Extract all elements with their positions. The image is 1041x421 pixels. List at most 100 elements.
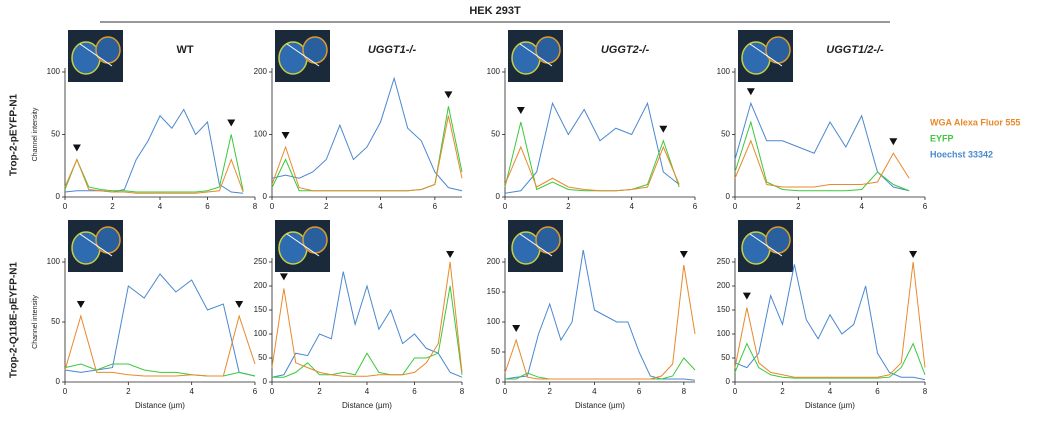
x-tick-label: 2: [324, 202, 329, 211]
peak-arrow: [72, 144, 81, 152]
panel-title: UGGT1-/-: [368, 44, 417, 56]
y-tick-label: 150: [717, 305, 731, 314]
x-tick-label: 2: [110, 202, 115, 211]
peak-arrow: [889, 138, 898, 146]
intensity-line: [734, 261, 926, 378]
y-tick-label: 0: [263, 192, 268, 201]
panel-title: WT: [176, 44, 193, 56]
legend-entry: EYFP: [930, 133, 954, 143]
intensity-line: [504, 264, 696, 380]
micrograph-line: [749, 43, 783, 67]
y-axis-label: Channel intensity: [32, 107, 39, 161]
y-tick-label: 100: [254, 329, 268, 338]
y-tick-label: 50: [258, 353, 267, 362]
y-tick-label: 100: [487, 317, 501, 326]
intensity-line: [504, 121, 680, 192]
y-tick-label: 0: [56, 377, 61, 386]
micrograph-nucleus: [765, 226, 791, 254]
x-tick-label: 8: [923, 387, 928, 396]
peak-arrow: [516, 107, 525, 114]
y-tick-label: 0: [263, 377, 268, 386]
x-tick-label: 6: [412, 387, 417, 396]
x-tick-label: 0: [270, 202, 275, 211]
x-tick-label: 0: [503, 387, 508, 396]
x-tick-label: 0: [733, 387, 738, 396]
y-tick-label: 200: [487, 257, 501, 266]
intensity-line: [504, 145, 680, 192]
x-tick-label: 8: [253, 202, 258, 211]
legend-entry: Hoechst 33342: [930, 149, 993, 159]
y-tick-label: 100: [47, 67, 61, 76]
micrograph-nucleus: [535, 226, 561, 254]
micrograph-line: [749, 233, 783, 257]
y-tick-label: 50: [51, 130, 60, 139]
panel-title: UGGT1/2-/-: [826, 44, 884, 56]
peak-arrow: [659, 125, 668, 133]
x-tick-label: 6: [253, 387, 258, 396]
micrograph-line: [79, 43, 113, 67]
x-tick-label: 0: [503, 202, 508, 211]
figure-title: HEK 293T: [469, 5, 521, 17]
peak-arrow: [227, 119, 236, 127]
legend-entry: WGA Alexa Fluor 555: [930, 117, 1020, 127]
intensity-line: [734, 101, 910, 192]
peak-arrow: [679, 251, 688, 258]
peak-arrow: [281, 132, 290, 139]
y-tick-label: 200: [254, 281, 268, 290]
y-tick-label: 100: [254, 130, 268, 139]
micrograph-nucleus: [765, 36, 791, 64]
x-tick-label: 4: [378, 202, 383, 211]
x-tick-label: 0: [63, 387, 68, 396]
x-tick-label: 4: [189, 387, 194, 396]
intensity-line: [64, 158, 244, 194]
y-tick-label: 50: [51, 317, 60, 326]
micrograph-nucleus: [95, 226, 121, 254]
micrograph-line: [286, 43, 320, 67]
y-tick-label: 150: [254, 305, 268, 314]
x-tick-label: 2: [126, 387, 131, 396]
intensity-line: [734, 120, 910, 192]
micrograph-line: [79, 233, 113, 257]
peak-arrow: [746, 88, 755, 96]
y-tick-label: 0: [726, 192, 731, 201]
row-label: Trop-2-Q118E-pEYFP-N1: [9, 261, 20, 378]
x-tick-label: 2: [566, 202, 571, 211]
intensity-line: [271, 76, 463, 192]
intensity-line: [64, 134, 244, 193]
intensity-line: [64, 108, 244, 194]
y-tick-label: 0: [726, 377, 731, 386]
x-tick-label: 6: [637, 387, 642, 396]
micrograph-nucleus: [302, 226, 328, 254]
y-tick-label: 50: [491, 347, 500, 356]
micrograph-nucleus: [95, 36, 121, 64]
intensity-line: [734, 139, 910, 188]
y-tick-label: 150: [487, 287, 501, 296]
x-axis-label: Distance (µm): [805, 401, 855, 410]
peak-arrow: [909, 251, 918, 258]
x-tick-label: 0: [63, 202, 68, 211]
x-tick-label: 0: [733, 202, 738, 211]
y-tick-label: 250: [717, 257, 731, 266]
x-tick-label: 8: [682, 387, 687, 396]
micrograph-nucleus: [535, 36, 561, 64]
x-tick-label: 4: [592, 387, 597, 396]
x-tick-label: 4: [859, 202, 864, 211]
micrograph-line: [286, 233, 320, 257]
y-tick-label: 0: [496, 377, 501, 386]
y-tick-label: 250: [254, 257, 268, 266]
x-tick-label: 4: [158, 202, 163, 211]
micrograph-nucleus: [302, 36, 328, 64]
intensity-line: [271, 271, 463, 378]
x-tick-label: 4: [828, 387, 833, 396]
x-tick-label: 0: [270, 387, 275, 396]
x-axis-label: Distance (µm): [575, 401, 625, 410]
peak-arrow: [279, 273, 288, 281]
x-axis-label: Distance (µm): [135, 401, 185, 410]
y-tick-label: 0: [56, 192, 61, 201]
x-tick-label: 6: [923, 202, 928, 211]
peak-arrow: [512, 325, 521, 332]
y-tick-label: 100: [487, 67, 501, 76]
intensity-line: [734, 342, 926, 379]
